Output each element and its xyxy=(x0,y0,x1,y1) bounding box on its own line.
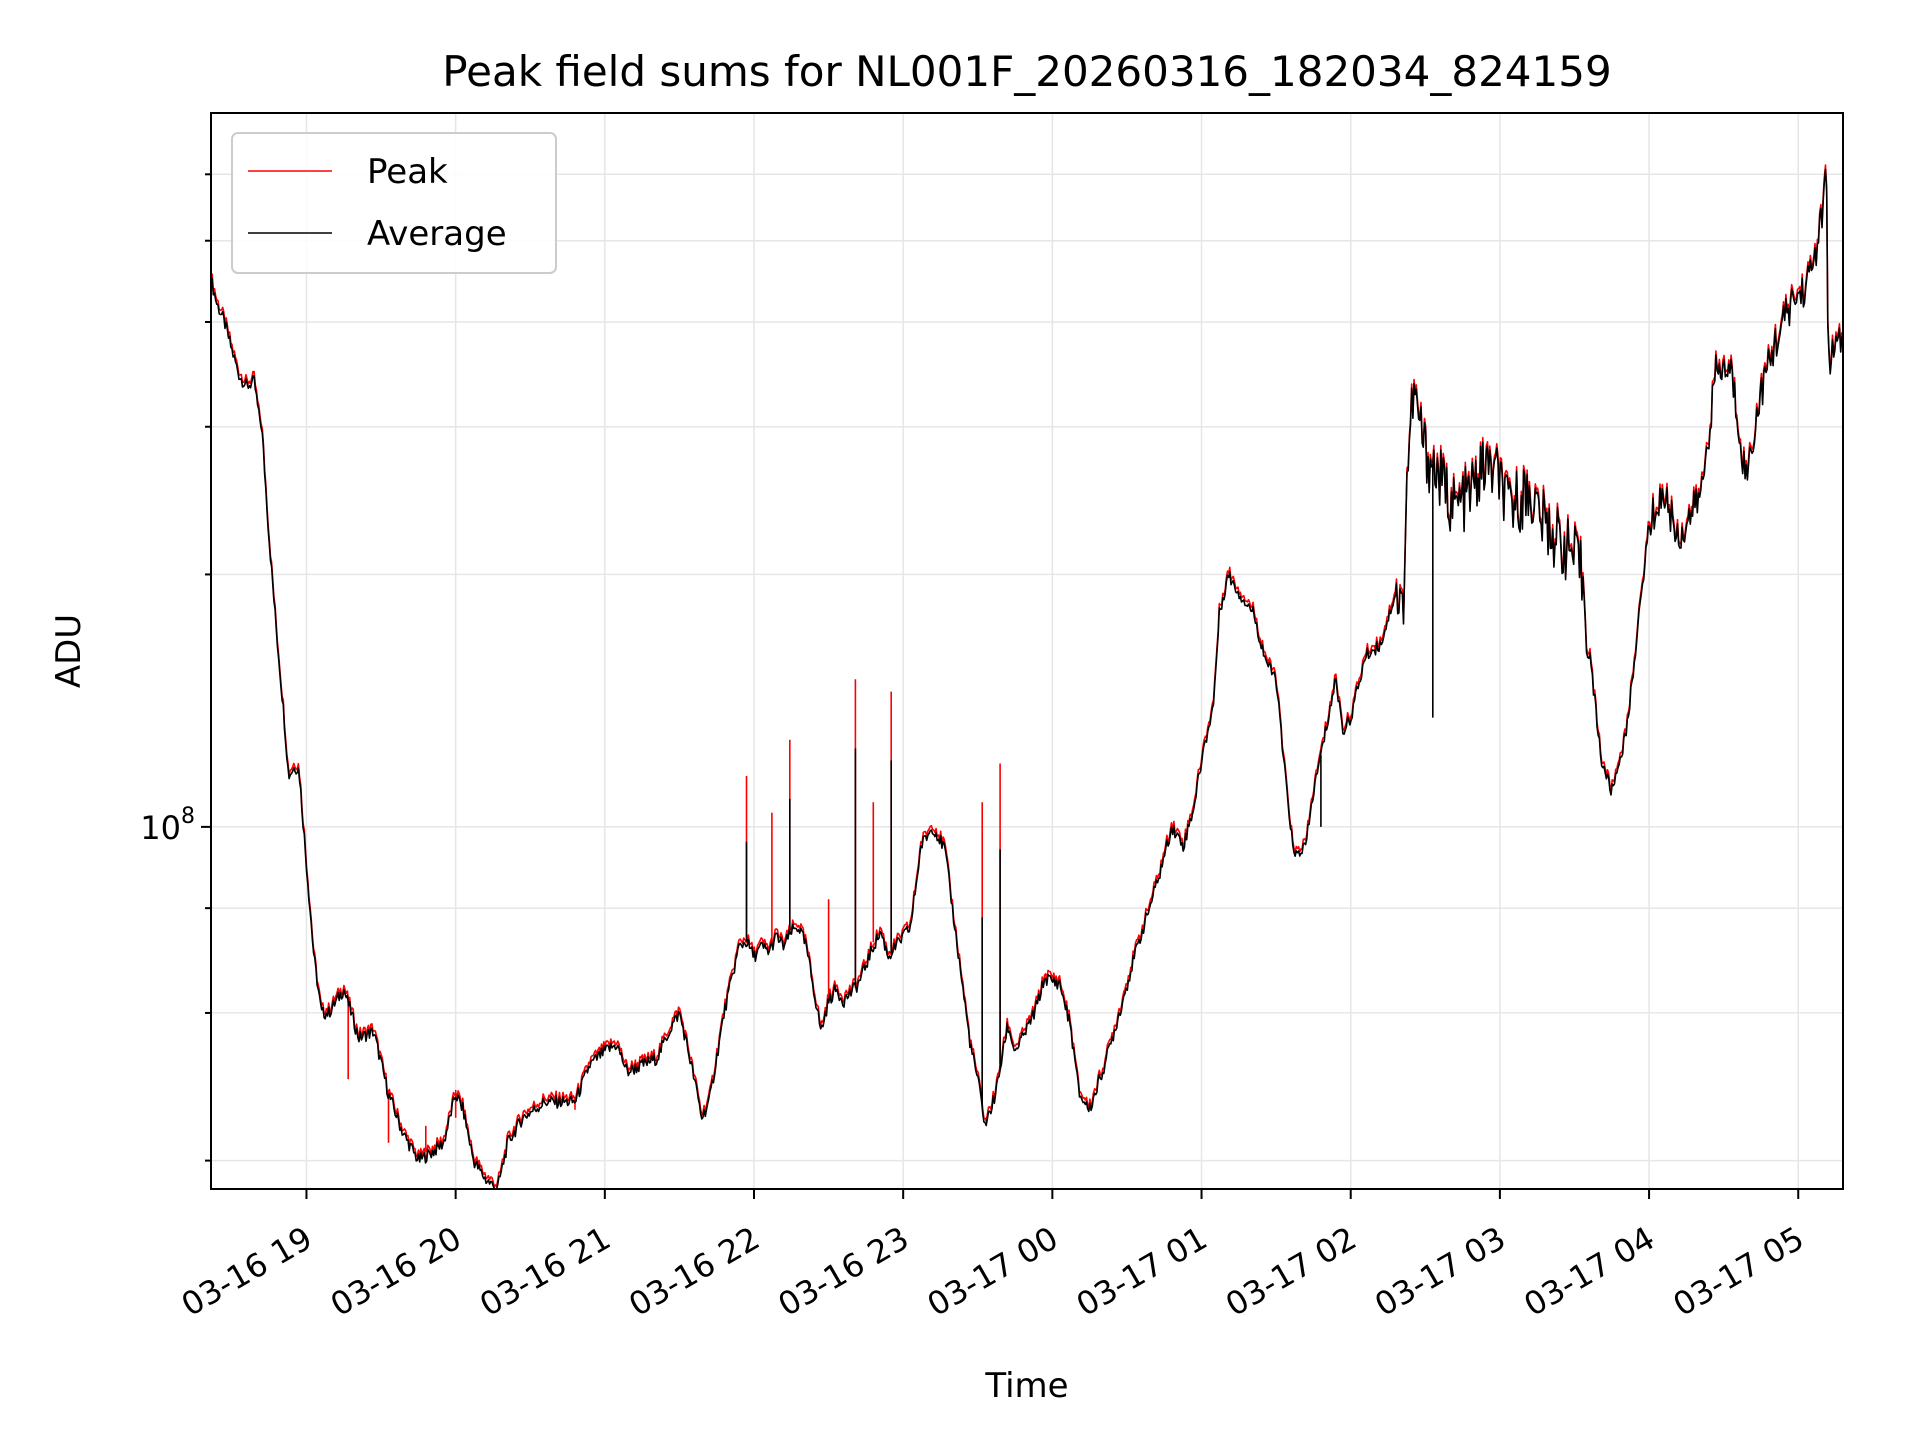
y-axis-label: ADU xyxy=(49,614,89,688)
legend-average-label: Average xyxy=(367,214,507,254)
x-tick-label: 03-16 23 xyxy=(772,1219,916,1324)
x-tick-label: 03-17 05 xyxy=(1667,1219,1811,1324)
x-tick-label: 03-17 02 xyxy=(1219,1219,1363,1324)
plot-frame xyxy=(210,112,1844,1190)
series-line-average xyxy=(210,168,1844,1190)
x-tick-label: 03-16 22 xyxy=(622,1219,766,1324)
legend-peak-label: Peak xyxy=(367,152,448,192)
x-axis-label: Time xyxy=(984,1366,1068,1406)
x-tick-label: 03-17 01 xyxy=(1070,1219,1214,1324)
x-tick-label: 03-17 03 xyxy=(1368,1219,1512,1324)
y-tick-label: 108 xyxy=(140,804,195,847)
series-group xyxy=(210,164,1844,1190)
x-tick-label: 03-17 04 xyxy=(1517,1219,1661,1324)
legend-box xyxy=(231,132,557,274)
x-axis: 03-16 19 03-16 20 03-16 21 03-16 22 03-16 23… xyxy=(175,1189,1810,1324)
x-tick-label: 03-16 21 xyxy=(473,1219,617,1324)
legend: Peak Average xyxy=(231,132,557,274)
x-tick-label: 03-17 00 xyxy=(921,1219,1065,1324)
y-axis: 108 xyxy=(140,173,211,1162)
chart-title: Peak field sums for NL001F_20260316_1820… xyxy=(442,47,1611,96)
x-tick-label: 03-16 20 xyxy=(324,1219,468,1324)
x-tick-label: 03-16 19 xyxy=(175,1219,319,1324)
